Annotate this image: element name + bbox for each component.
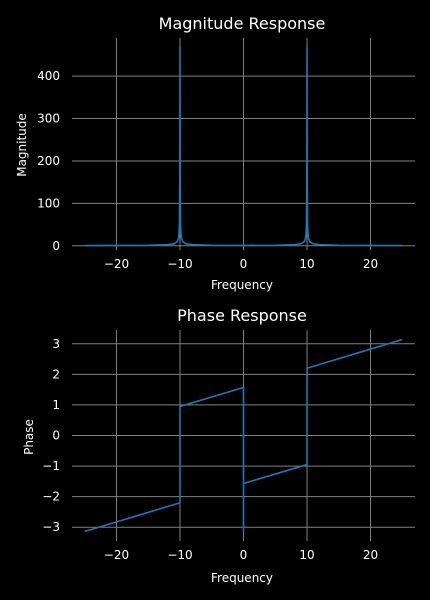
x-tick-label: −10	[167, 548, 192, 562]
y-tick-label: 0	[52, 239, 60, 253]
y-tick-label: 2	[52, 367, 60, 381]
x-tick-label: 0	[240, 548, 248, 562]
x-tick-label: 20	[363, 548, 378, 562]
x-tick-label: 10	[299, 257, 314, 271]
y-axis-label: Phase	[22, 419, 36, 455]
y-tick-label: −1	[42, 459, 60, 473]
y-tick-label: 1	[52, 398, 60, 412]
x-axis-label: Frequency	[211, 278, 273, 292]
magnitude-chart: Magnitude Response −20 −10 0 10 200100200300…	[15, 14, 415, 292]
x-tick-label: 20	[363, 257, 378, 271]
x-tick-label: 10	[299, 548, 314, 562]
x-tick-label: −20	[104, 257, 129, 271]
y-tick-label: 100	[37, 196, 60, 210]
series-line	[84, 46, 403, 247]
y-tick-label: 0	[52, 429, 60, 443]
x-axis-label: Frequency	[211, 571, 273, 585]
x-tick-label: −20	[104, 548, 129, 562]
series	[84, 46, 403, 247]
y-tick-label: −3	[42, 520, 60, 534]
chart-title: Magnitude Response	[159, 14, 326, 33]
y-tick-label: −2	[42, 490, 60, 504]
y-tick-label: 3	[52, 337, 60, 351]
y-axis-label: Magnitude	[15, 113, 29, 177]
y-tick-label: 300	[37, 112, 60, 126]
chart-title: Phase Response	[177, 306, 307, 325]
y-tick-label: 400	[37, 69, 60, 83]
x-tick-label: 0	[240, 257, 248, 271]
series-line	[84, 338, 403, 533]
x-tick-label: −10	[167, 257, 192, 271]
y-tick-label: 200	[37, 154, 60, 168]
series	[84, 338, 403, 533]
